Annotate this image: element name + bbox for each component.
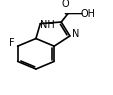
Text: OH: OH [79,9,94,19]
Text: F: F [8,38,14,48]
Text: NH: NH [39,20,54,30]
Text: O: O [61,0,69,9]
Text: N: N [72,29,79,39]
